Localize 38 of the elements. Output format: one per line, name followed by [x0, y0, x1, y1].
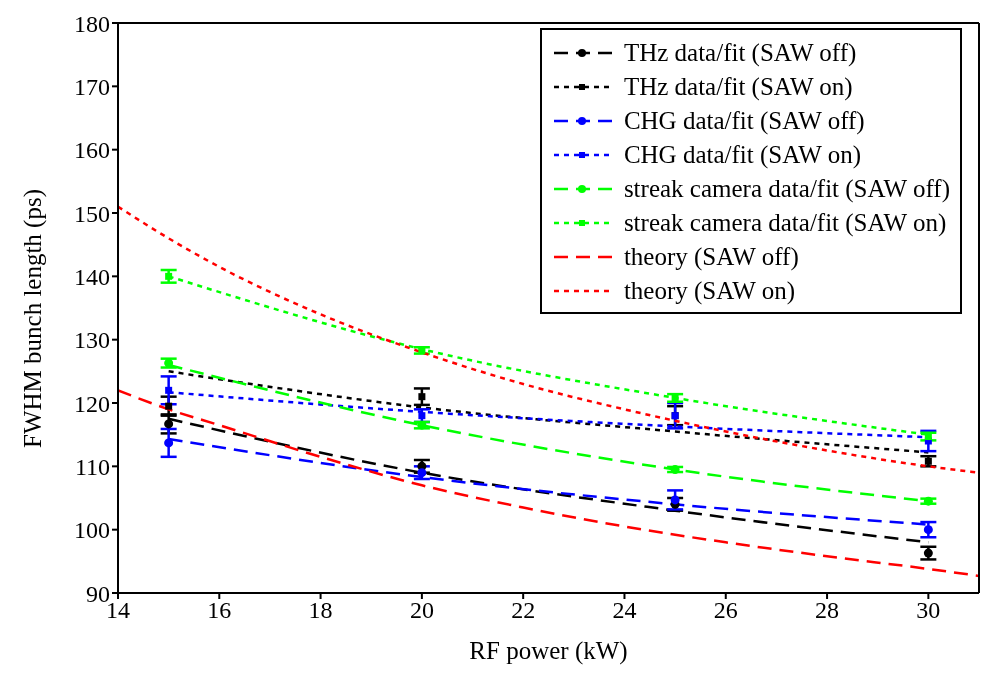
y-tick-label: 170 [74, 73, 110, 100]
point [164, 438, 174, 448]
legend-label: streak camera data/fit (SAW on) [623, 209, 947, 237]
y-axis-title: FWHM bunch length (ps) [18, 189, 47, 448]
point [165, 386, 173, 394]
line-series [118, 389, 979, 578]
legend-label: CHG data/fit (SAW on) [623, 141, 861, 169]
x-tick-label: 16 [207, 597, 232, 624]
x-tick-label: 26 [713, 597, 738, 624]
x-tick-label: 22 [511, 597, 536, 624]
point [165, 402, 173, 410]
x-tick-label: 18 [308, 597, 333, 624]
x-axis-title: RF power (kW) [469, 637, 628, 665]
y-tick-label: 160 [74, 137, 110, 164]
y-tick-label: 110 [74, 453, 110, 480]
point [923, 548, 933, 558]
legend-label: CHG data/fit (SAW off) [623, 107, 865, 135]
point [923, 525, 933, 535]
x-tick-label: 20 [409, 597, 434, 624]
x-tick-label: 30 [916, 597, 941, 624]
legend-label: streak camera data/fit (SAW off) [623, 175, 950, 203]
y-tick-label: 130 [74, 327, 110, 354]
point [164, 358, 174, 368]
point [670, 495, 680, 505]
point [923, 496, 933, 506]
y-tick-label: 100 [74, 517, 110, 544]
point [164, 419, 174, 429]
y-tick-label: 150 [74, 200, 110, 227]
y-tick-label: 120 [74, 390, 110, 417]
legend-label: theory (SAW on) [623, 277, 796, 305]
y-tick-label: 140 [74, 263, 110, 290]
x-tick-label: 28 [815, 597, 840, 624]
legend-label: THz data/fit (SAW off) [623, 39, 857, 67]
legend-label: theory (SAW off) [623, 243, 799, 271]
legend-label: THz data/fit (SAW on) [623, 73, 853, 101]
y-tick-label: 180 [74, 10, 110, 37]
x-tick-label: 24 [612, 597, 637, 624]
point [418, 393, 426, 401]
